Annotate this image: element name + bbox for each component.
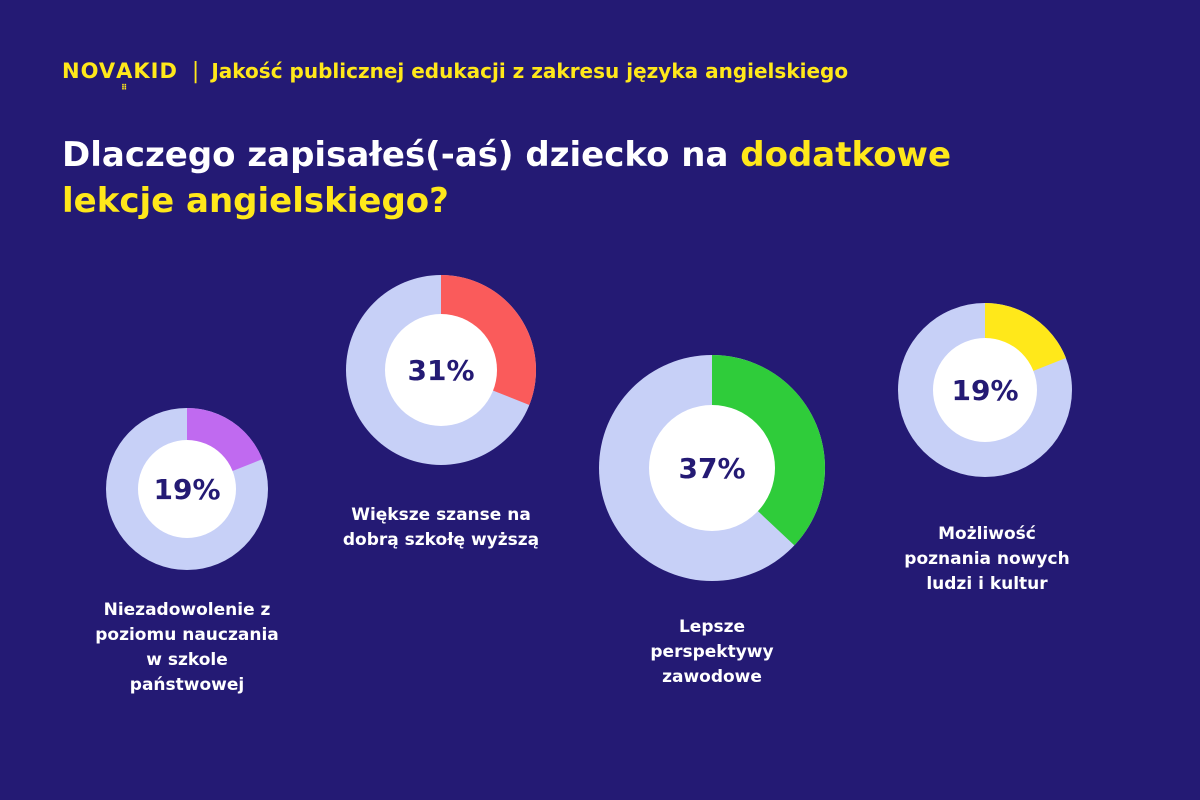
donut-value-label: 37% [678,452,745,485]
donut-4: 19% [898,303,1072,477]
header-subtitle: Jakość publicznej edukacji z zakresu jęz… [211,59,849,83]
donut-hole [138,440,236,538]
donut-2: 31% [346,275,536,465]
page-title: Dlaczego zapisałeś(-aś) dziecko na dodat… [62,135,952,221]
logo-dots-icon: ⠿ [121,83,129,92]
donut-value-label: 31% [407,354,474,387]
donut-value-label: 19% [153,473,220,506]
header: NOVA ⠿ KID | Jakość publicznej edukacji z … [62,55,849,92]
donut-category-label: Większe szanse na dobrą szkołę wyższą [342,505,540,550]
donut-1: 19% [106,408,268,570]
donut-category-label: Niezadowolenie z poziomu nauczania w szk… [95,600,279,695]
donut-value-label: 19% [951,374,1018,407]
novakid-logo: NOVA ⠿ KID [62,59,178,92]
title-highlight-2: lekcje angielskiego? [62,181,449,221]
title-highlight-1: dodatkowe [740,135,952,175]
donut-hole [649,405,775,531]
header-separator: | [191,58,200,84]
donut-3: 37% [599,355,825,581]
donut-category-label: Możliwość poznania nowych ludzi i kultur [904,524,1070,594]
donut-hole [385,314,497,426]
donut-hole [933,338,1037,442]
donut-category-label: Lepsze perspektywy zawodowe [650,617,774,687]
